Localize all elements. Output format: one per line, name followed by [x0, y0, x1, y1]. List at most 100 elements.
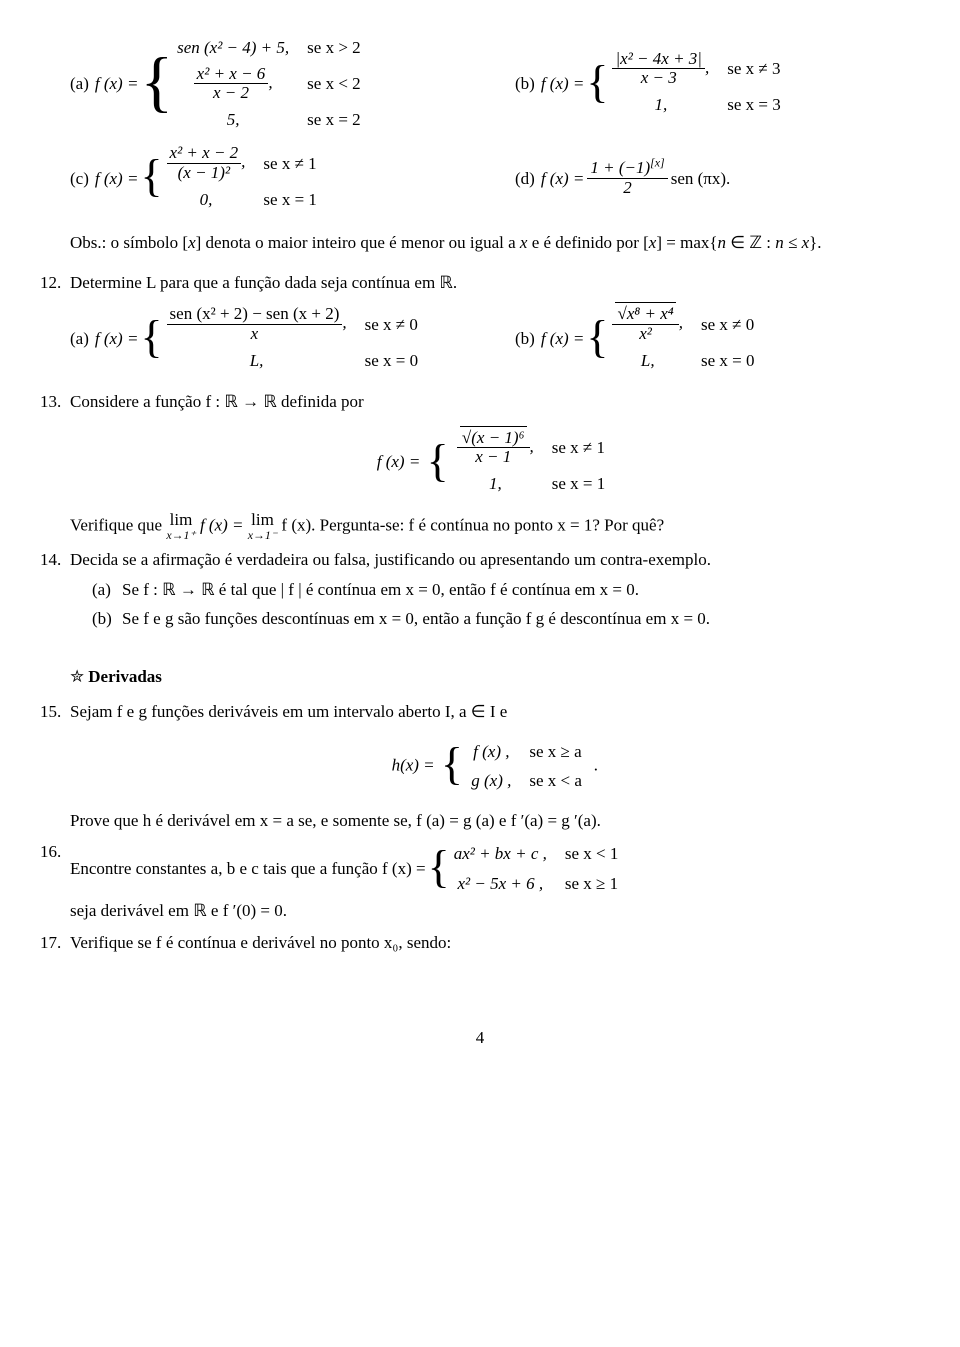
p11a-r3: 5,: [227, 110, 240, 129]
p17-text: Verifique se f é contínua e derivável no…: [70, 930, 920, 956]
p13-pieces: √(x − 1)⁶ x − 1 , se x ≠ 1 1, se x = 1: [455, 427, 613, 499]
comma: ,: [241, 152, 245, 171]
p16-r1c: se x < 1: [555, 839, 627, 869]
p12-b: (b) f (x) = { √x⁸ + x⁴ x² , se x ≠ 0 L, …: [515, 303, 920, 375]
p12b-r2c: se x = 0: [691, 346, 763, 376]
p14: 14. Decida se a afirmação é verdadeira o…: [40, 547, 920, 636]
p13-verify: Verifique que lim x→1⁺ f (x) = lim x→1⁻ …: [70, 511, 920, 542]
p13-eq: f (x) = { √(x − 1)⁶ x − 1 , se x ≠ 1 1, …: [70, 427, 920, 499]
sqrt-icon: √(x − 1)⁶: [460, 426, 527, 448]
p13-r2: 1,: [489, 474, 502, 493]
num-base: 1 + (−1): [590, 158, 650, 177]
frac-num: √(x − 1)⁶: [457, 429, 530, 448]
p11b-r2c: se x = 3: [717, 90, 789, 120]
p15-suffix: .: [594, 755, 598, 774]
p15-r2c: se x < a: [519, 766, 590, 796]
p11-a-prefix: f (x) =: [95, 71, 139, 97]
comma: ,: [268, 73, 272, 92]
p13-pre: f (x) =: [377, 451, 421, 470]
p15-r2: g (x) ,: [471, 771, 511, 790]
comma: ,: [342, 313, 346, 332]
p12b-frac: √x⁸ + x⁴ x²: [612, 305, 678, 343]
p11-a-pieces: sen (x² − 4) + 5, se x > 2 x² + x − 6 x …: [175, 33, 369, 134]
p11-b-pieces: |x² − 4x + 3| x − 3 , se x ≠ 3 1, se x =…: [610, 48, 788, 120]
p12-text-span: Determine L para que a função dada seja …: [70, 273, 457, 292]
obs-a: Obs.: o símbolo [: [70, 233, 188, 252]
p13-vb: f (x). Pergunta-se: f é contínua no pont…: [281, 515, 664, 534]
p15-r1: f (x) ,: [473, 742, 509, 761]
p16-textb: seja derivável em ℝ e f ′(0) = 0.: [70, 898, 920, 924]
p11-c-lbl: (c): [70, 166, 89, 192]
p14b-lbl: (b): [92, 606, 122, 632]
p12a-frac: sen (x² + 2) − sen (x + 2) x: [167, 305, 343, 343]
frac-num: 1 + (−1)[x]: [587, 159, 667, 178]
frac-den: 2: [587, 178, 667, 198]
p15-num: 15.: [40, 699, 70, 833]
p13-r2c: se x = 1: [542, 469, 614, 499]
p11-row2: (c) f (x) = { x² + x − 2 (x − 1)² , se x…: [70, 142, 920, 214]
frac-den: x²: [612, 324, 678, 344]
section-derivadas: ✮Derivadas: [70, 664, 920, 690]
p12a-pieces: sen (x² + 2) − sen (x + 2) x , se x ≠ 0 …: [165, 303, 427, 375]
p11-c-pieces: x² + x − 2 (x − 1)² , se x ≠ 1 0, se x =…: [165, 142, 325, 214]
lim-top: lim: [166, 511, 195, 528]
p14-b: (b) Se f e g são funções descontínuas em…: [92, 606, 920, 632]
p11-b-prefix: f (x) =: [541, 71, 585, 97]
p11c-r2c: se x = 1: [253, 185, 325, 215]
p11a-r2-frac: x² + x − 6 x − 2: [194, 65, 269, 103]
frac-num: sen (x² + 2) − sen (x + 2): [167, 305, 343, 324]
p15-pieces: f (x) , se x ≥ a g (x) , se x < a: [469, 737, 590, 796]
obs-e: e é definido por [: [527, 233, 648, 252]
p16-num: 16.: [40, 839, 70, 924]
obs-h: n: [718, 233, 727, 252]
p13-num: 13.: [40, 389, 70, 541]
p11a-r1c: se x > 2: [297, 33, 369, 63]
p16-r2c: se x ≥ 1: [555, 869, 627, 899]
p15-textb: Prove que h é derivável em x = a se, e s…: [70, 808, 920, 834]
obs-i: ∈ ℤ :: [726, 233, 775, 252]
p11a-r1: sen (x² − 4) + 5,: [177, 38, 289, 57]
p12a-r2: L,: [250, 351, 264, 370]
p11c-r1c: se x ≠ 1: [253, 142, 325, 184]
p15-eq: h(x) = { f (x) , se x ≥ a g (x) , se x <…: [70, 737, 920, 796]
p12a-pre: f (x) =: [95, 326, 139, 352]
p12a-lbl: (a): [70, 326, 89, 352]
p12b-r1c: se x ≠ 0: [691, 303, 763, 345]
p13-va: Verifique que: [70, 515, 162, 534]
p11c-r2: 0,: [200, 190, 213, 209]
frac-num: x² + x − 6: [194, 65, 269, 84]
p14-num: 14.: [40, 547, 70, 636]
frac-den: x: [167, 324, 343, 344]
p11-a: (a) f (x) = { sen (x² − 4) + 5, se x > 2…: [70, 33, 475, 134]
p11a-r2c: se x < 2: [297, 63, 369, 105]
p16-pieces: ax² + bx + c , se x < 1 x² − 5x + 6 , se…: [452, 839, 627, 898]
lim-bot: x→1⁺: [166, 528, 195, 542]
frac-num: √x⁸ + x⁴: [612, 305, 678, 324]
num-sup: [x]: [650, 155, 665, 169]
lim-icon: lim x→1⁻: [248, 511, 277, 542]
p12b-lbl: (b): [515, 326, 535, 352]
p16-line1: Encontre constantes a, b e c tais que a …: [70, 839, 920, 898]
p12-cols: (a) f (x) = { sen (x² + 2) − sen (x + 2)…: [70, 303, 920, 375]
p15-texta: Sejam f e g funções deriváveis em um int…: [70, 699, 920, 725]
rad: (x − 1)⁶: [471, 428, 524, 447]
p12-a: (a) f (x) = { sen (x² + 2) − sen (x + 2)…: [70, 303, 475, 375]
p12a-r2c: se x = 0: [355, 346, 427, 376]
p11-b: (b) f (x) = { |x² − 4x + 3| x − 3 , se x…: [515, 33, 920, 134]
obs-c: ] denota o maior inteiro que é menor ou …: [196, 233, 520, 252]
p13: 13. Considere a função f : ℝ → ℝ definid…: [40, 389, 920, 541]
p12b-pieces: √x⁸ + x⁴ x² , se x ≠ 0 L, se x = 0: [610, 303, 762, 375]
p11-c-prefix: f (x) =: [95, 166, 139, 192]
frac-den: x − 1: [457, 447, 530, 467]
p12: 12. Determine L para que a função dada s…: [40, 270, 920, 383]
lim-top: lim: [248, 511, 277, 528]
comma: ,: [679, 313, 683, 332]
obs-k: }.: [809, 233, 821, 252]
p16-texta: Encontre constantes a, b e c tais que a …: [70, 856, 426, 882]
p11d-suffix: sen (πx).: [671, 166, 731, 192]
obs-b: x: [188, 233, 196, 252]
p12b-pre: f (x) =: [541, 326, 585, 352]
p11-row1: (a) f (x) = { sen (x² − 4) + 5, se x > 2…: [70, 33, 920, 134]
p11-d-prefix: f (x) =: [541, 166, 585, 192]
p16-r2: x² − 5x + 6 ,: [457, 874, 543, 893]
